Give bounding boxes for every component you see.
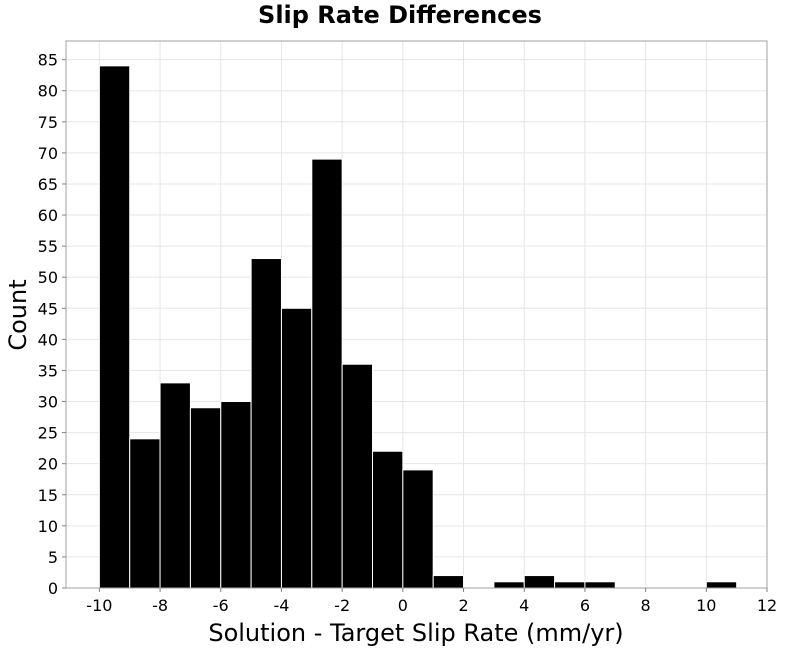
histogram-bar: [189, 407, 222, 589]
y-tick-label: 45: [38, 299, 58, 318]
x-tick-label: 10: [696, 596, 716, 615]
histogram-bar: [705, 581, 738, 589]
chart-title: Slip Rate Differences: [258, 1, 542, 29]
y-tick-label: 85: [38, 51, 58, 70]
x-tick-label: 6: [580, 596, 590, 615]
x-axis-label: Solution - Target Slip Rate (mm/yr): [208, 619, 623, 647]
x-tick-label: -4: [273, 596, 289, 615]
histogram-bar: [554, 581, 586, 589]
x-tick-label: -2: [334, 596, 350, 615]
histogram-bar: [98, 65, 131, 589]
histogram-bar: [341, 363, 373, 589]
y-tick-label: 80: [38, 82, 58, 101]
histogram-bar: [311, 158, 343, 589]
x-tick-label: -8: [152, 596, 168, 615]
y-tick-label: 70: [38, 144, 58, 163]
x-tick-label: 8: [641, 596, 651, 615]
histogram-bar: [523, 575, 556, 589]
y-tick-label: 15: [38, 486, 58, 505]
histogram-bar: [584, 581, 616, 589]
y-tick-label: 60: [38, 206, 58, 225]
y-tick-label: 25: [38, 424, 58, 443]
histogram-bar: [220, 401, 252, 589]
y-tick-label: 65: [38, 175, 58, 194]
y-tick-label: 40: [38, 330, 58, 349]
histogram-bar: [493, 581, 525, 589]
y-axis-label: Count: [4, 279, 32, 350]
x-tick-label: -10: [86, 596, 112, 615]
y-tick-label: 10: [38, 517, 58, 536]
histogram-bar: [159, 382, 191, 589]
x-axis: -10 -8 -6 -4 -2 0 2 4 6 8 10 12: [86, 588, 777, 615]
bar-layer: [98, 65, 738, 589]
histogram-bar: [371, 450, 404, 589]
x-tick-label: 2: [458, 596, 468, 615]
x-tick-label: 0: [398, 596, 408, 615]
y-axis: 0 5 10 15 20 25 30 35 40 45 50 55 60 65 70 75 80 85: [38, 51, 66, 598]
y-tick-label: 35: [38, 361, 58, 380]
histogram-bar: [250, 258, 282, 589]
y-tick-label: 5: [48, 548, 58, 567]
y-tick-label: 75: [38, 113, 58, 132]
y-tick-label: 50: [38, 268, 58, 287]
x-tick-label: 4: [519, 596, 529, 615]
y-tick-label: 20: [38, 455, 58, 474]
y-tick-label: 55: [38, 237, 58, 256]
y-tick-label: 0: [48, 579, 58, 598]
plot-frame: [65, 40, 768, 589]
histogram-bar: [280, 307, 313, 589]
histogram-bar: [432, 575, 465, 589]
x-tick-label: 12: [757, 596, 777, 615]
histogram-bar: [129, 438, 161, 589]
x-tick-label: -6: [213, 596, 229, 615]
histogram-bar: [402, 469, 434, 589]
y-tick-label: 30: [38, 393, 58, 412]
